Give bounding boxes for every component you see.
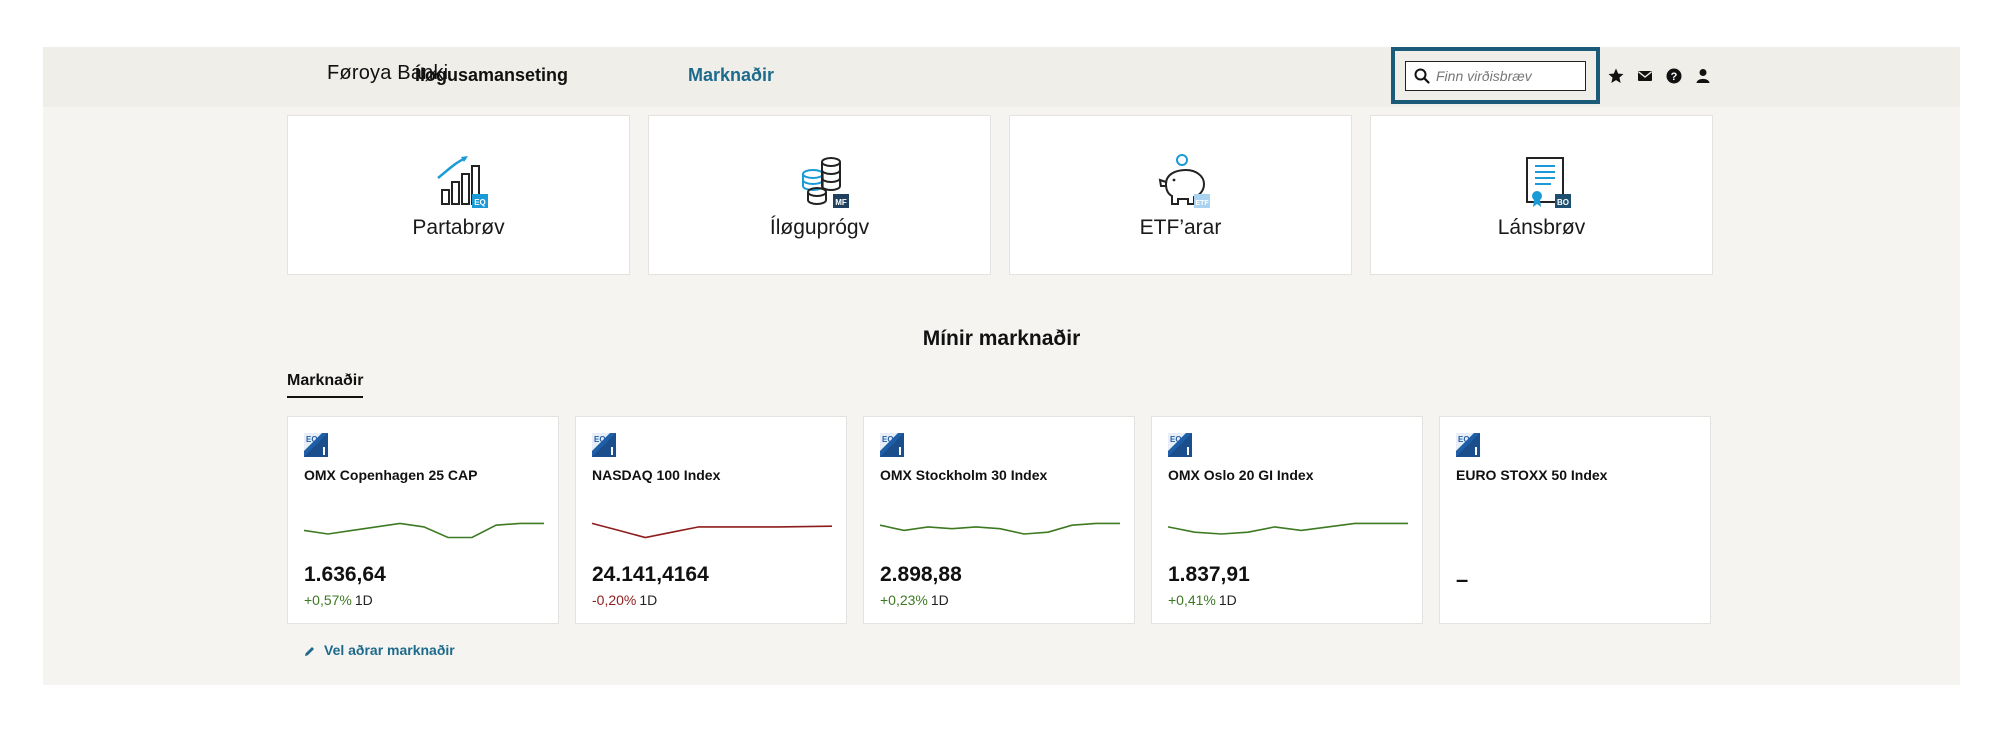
- market-value: –: [1456, 567, 1469, 592]
- change-percent: +0,23%: [880, 592, 928, 608]
- market-card[interactable]: EQ OMX Stockholm 30 Index 2.898,88 +0,23…: [863, 416, 1135, 624]
- equity-badge-icon: EQ: [592, 433, 616, 457]
- equity-badge-icon: EQ: [1168, 433, 1192, 457]
- help-icon[interactable]: ?: [1665, 67, 1683, 85]
- svg-text:ETF: ETF: [1195, 200, 1209, 207]
- bank-logo[interactable]: Føroya Banki: [327, 62, 449, 84]
- category-label: Íløguprógv: [769, 216, 870, 239]
- category-card-funds[interactable]: MF Íløguprógv: [648, 115, 991, 275]
- market-name: OMX Copenhagen 25 CAP: [304, 467, 478, 483]
- top-bar: Føroya Banki Íløgusamanseting Marknaðir …: [43, 47, 1960, 107]
- change-period: 1D: [639, 592, 658, 608]
- svg-text:EQ: EQ: [474, 198, 486, 207]
- app-window: Føroya Banki Íløgusamanseting Marknaðir …: [43, 47, 1960, 685]
- sparkline: [879, 522, 1120, 535]
- equity-badge-icon: EQ: [1456, 433, 1480, 457]
- tab-markets[interactable]: Marknaðir: [287, 372, 364, 398]
- nav-portfolio[interactable]: Íløgusamanseting: [415, 65, 569, 85]
- svg-text:EQ: EQ: [594, 435, 606, 444]
- choose-markets-link[interactable]: Vel aðrar marknaðir: [324, 642, 455, 658]
- sparkline-series: [1167, 522, 1408, 535]
- market-card[interactable]: EQ OMX Oslo 20 GI Index 1.837,91 +0,41% 1…: [1151, 416, 1423, 624]
- pencil-icon[interactable]: [303, 645, 316, 658]
- market-card[interactable]: EQ OMX Copenhagen 25 CAP 1.636,64 +0,57%…: [287, 416, 559, 624]
- market-card[interactable]: EQ EURO STOXX 50 Index –: [1439, 416, 1711, 624]
- market-name: OMX Stockholm 30 Index: [880, 467, 1048, 483]
- category-label: Lánsbrøv: [1497, 216, 1586, 239]
- svg-text:MF: MF: [835, 198, 847, 207]
- svg-text:EQ: EQ: [1170, 435, 1182, 444]
- market-card[interactable]: EQ NASDAQ 100 Index 24.141,4164 -0,20% 1D: [575, 416, 847, 624]
- nav-markets[interactable]: Marknaðir: [688, 65, 775, 85]
- change-percent: +0,41%: [1168, 592, 1216, 608]
- sparkline-series: [879, 522, 1120, 535]
- svg-text:EQ: EQ: [306, 435, 318, 444]
- bar-chart-growth-icon: EQ: [437, 156, 488, 208]
- market-value: 1.636,64: [304, 563, 386, 586]
- change-percent: +0,57%: [304, 592, 352, 608]
- search-icon: [1414, 68, 1430, 84]
- market-change: +0,57% 1D: [304, 592, 373, 608]
- svg-text:EQ: EQ: [1458, 435, 1470, 444]
- change-period: 1D: [1218, 592, 1237, 608]
- coin-stacks-icon: MF: [802, 157, 849, 208]
- market-value: 24.141,4164: [592, 563, 709, 586]
- certificate-icon: BO: [1526, 157, 1571, 208]
- category-label: Partabrøv: [412, 216, 505, 239]
- sparkline: [303, 522, 544, 539]
- category-label: ETF’arar: [1139, 216, 1222, 239]
- market-value: 1.837,91: [1168, 563, 1250, 586]
- sparkline: [1167, 522, 1408, 535]
- svg-text:EQ: EQ: [882, 435, 894, 444]
- equity-badge-icon: EQ: [304, 433, 328, 457]
- piggy-bank-icon: ETF: [1158, 154, 1210, 208]
- star-icon[interactable]: [1607, 67, 1625, 85]
- change-period: 1D: [354, 592, 373, 608]
- sparkline: [591, 522, 833, 539]
- market-value: 2.898,88: [880, 563, 962, 586]
- search-focus-ring: [1391, 47, 1600, 104]
- market-name: NASDAQ 100 Index: [592, 467, 721, 483]
- change-percent: -0,20%: [592, 592, 637, 608]
- category-card-bonds[interactable]: BO Lánsbrøv: [1370, 115, 1713, 275]
- search-input[interactable]: [1436, 65, 1582, 87]
- market-name: OMX Oslo 20 GI Index: [1168, 467, 1314, 483]
- mail-icon[interactable]: [1636, 67, 1654, 85]
- market-change: +0,23% 1D: [880, 592, 949, 608]
- user-icon[interactable]: [1694, 67, 1712, 85]
- category-card-equities[interactable]: EQ Partabrøv: [287, 115, 630, 275]
- sparkline-series: [591, 522, 833, 539]
- change-period: 1D: [930, 592, 949, 608]
- category-card-etfs[interactable]: ETF ETF’arar: [1009, 115, 1352, 275]
- equity-badge-icon: EQ: [880, 433, 904, 457]
- svg-text:?: ?: [1671, 71, 1678, 83]
- market-change: +0,41% 1D: [1168, 592, 1237, 608]
- market-name: EURO STOXX 50 Index: [1456, 467, 1608, 483]
- sparkline-series: [303, 522, 544, 539]
- section-title: Mínir marknaðir: [922, 327, 1081, 350]
- search-box[interactable]: [1405, 61, 1586, 91]
- market-change: -0,20% 1D: [592, 592, 657, 608]
- svg-text:BO: BO: [1557, 198, 1569, 207]
